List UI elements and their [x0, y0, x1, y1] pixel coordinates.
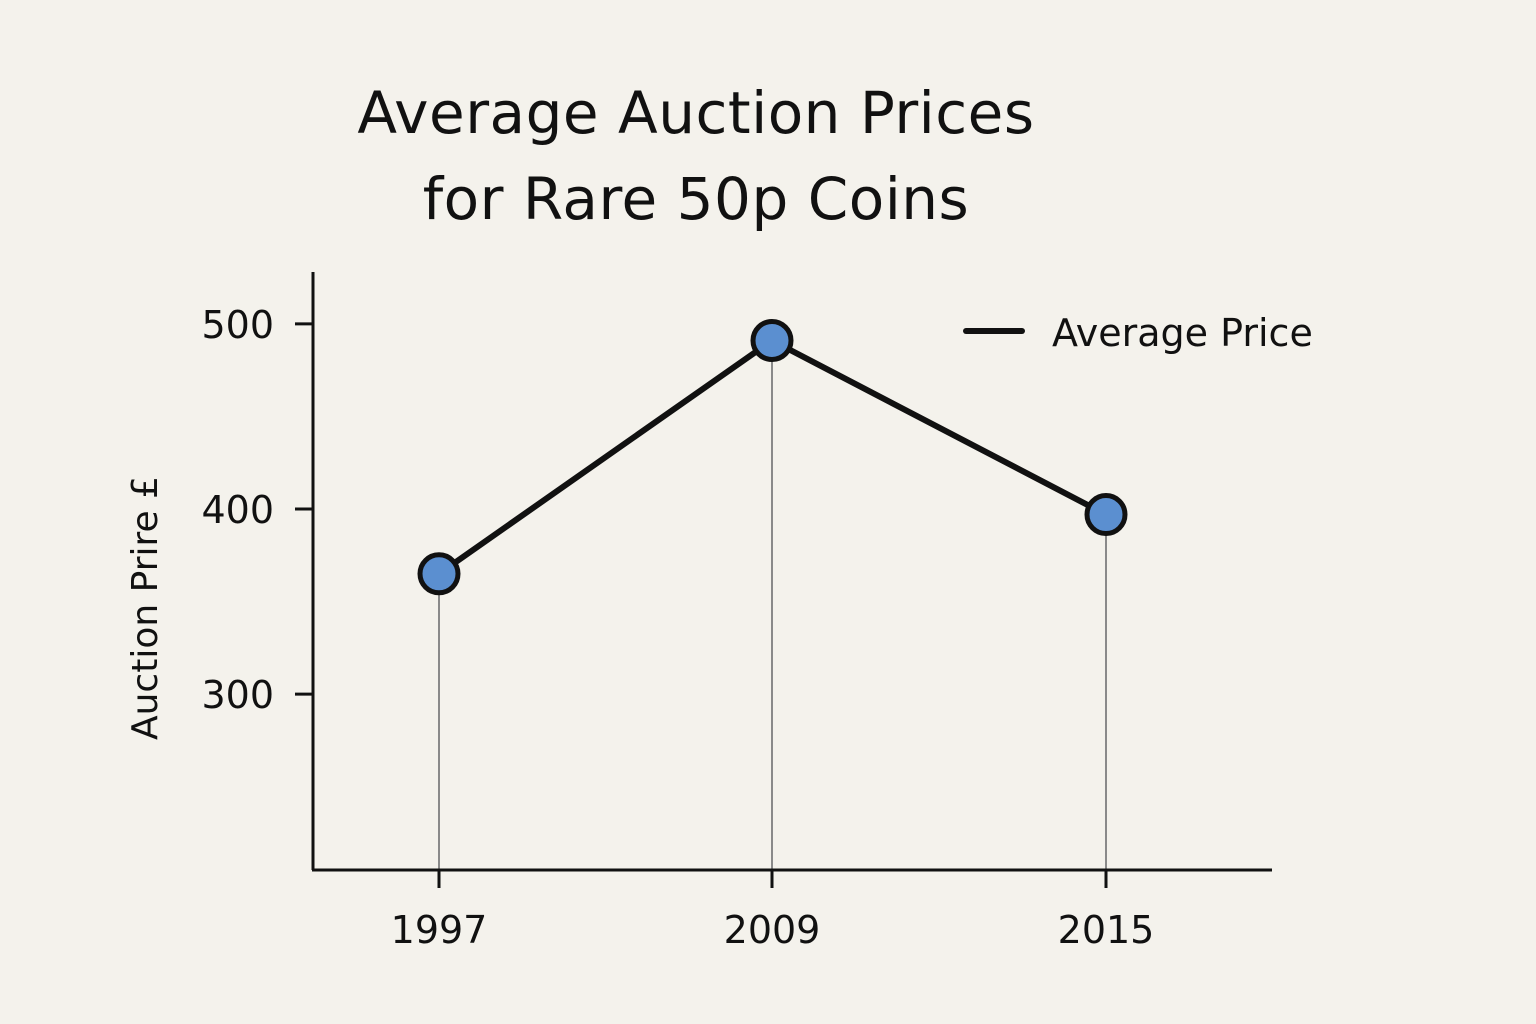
x-tick-label-2009: 2009: [724, 908, 821, 952]
legend: Average Price: [963, 311, 1313, 355]
y-tick-label-400: 400: [201, 488, 274, 532]
y-ticks: 300 400 500: [201, 303, 313, 717]
y-axis-label: Auction Prire £: [125, 476, 166, 740]
drop-lines: [438, 340, 1107, 870]
x-tick-label-2015: 2015: [1058, 908, 1155, 952]
data-points: [417, 319, 1128, 596]
x-tick-label-1997: 1997: [391, 908, 488, 952]
data-point-2009: [750, 319, 794, 363]
x-ticks: 1997 2009 2015: [391, 870, 1155, 952]
data-point-2015: [1084, 493, 1128, 537]
chart-title-line-2: for Rare 50p Coins: [422, 165, 970, 233]
y-tick-label-300: 300: [201, 673, 274, 717]
chart-title: Average Auction Prices for Rare 50p Coin…: [0, 70, 1392, 242]
chart-title-line-1: Average Auction Prices: [357, 79, 1035, 147]
legend-label-average-price: Average Price: [1052, 311, 1313, 355]
data-point-1997: [417, 552, 461, 596]
y-tick-label-500: 500: [201, 303, 274, 347]
